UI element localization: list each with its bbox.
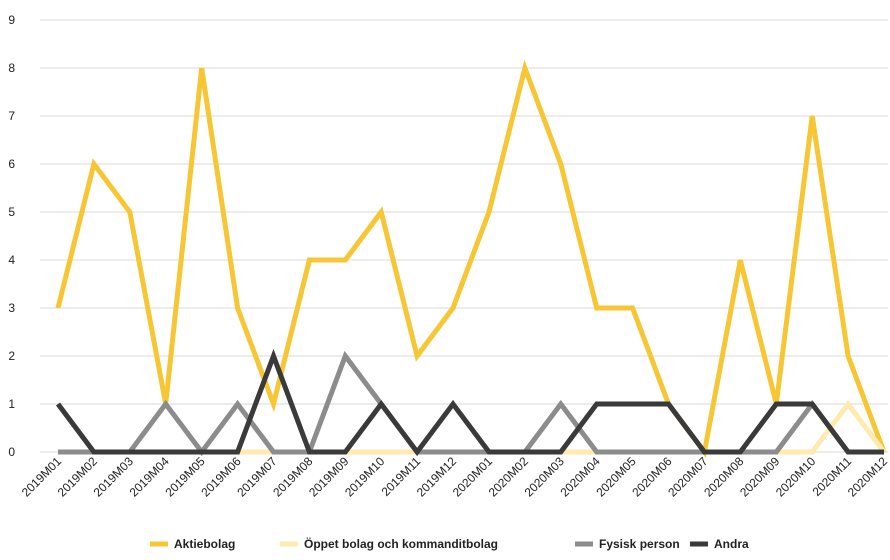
- y-tick-label: 3: [8, 301, 15, 315]
- y-tick-label: 8: [8, 61, 15, 75]
- legend: Aktiebolag Öppet bolag och kommanditbolag…: [150, 536, 749, 551]
- y-tick-label: 9: [8, 13, 15, 27]
- x-tick-label: 2020M12: [845, 454, 890, 500]
- y-axis-ticks: 0 1 2 3 4 5 6 7 8 9: [8, 13, 15, 459]
- x-tick-label: 2020M10: [773, 454, 819, 500]
- y-tick-label: 6: [8, 157, 15, 171]
- y-tick-label: 2: [8, 349, 15, 363]
- y-tick-label: 4: [8, 253, 15, 267]
- x-axis-ticks: 2019M012019M022019M032019M042019M052019M…: [19, 454, 890, 500]
- series-line-aktiebolag: [55, 59, 887, 459]
- legend-label: Fysisk person: [599, 537, 680, 551]
- gridlines: [40, 19, 888, 453]
- legend-label: Andra: [714, 537, 749, 551]
- y-tick-label: 7: [8, 109, 15, 123]
- y-tick-label: 0: [8, 445, 15, 459]
- series-lines: [55, 59, 887, 459]
- y-tick-label: 5: [8, 205, 15, 219]
- legend-label: Öppet bolag och kommanditbolag: [304, 536, 498, 551]
- series-line-andra: [55, 348, 884, 457]
- series-line-fysisk-person: [58, 350, 884, 457]
- x-tick-label: 2019M10: [342, 454, 388, 500]
- y-tick-label: 1: [8, 397, 15, 411]
- legend-label: Aktiebolag: [174, 537, 235, 551]
